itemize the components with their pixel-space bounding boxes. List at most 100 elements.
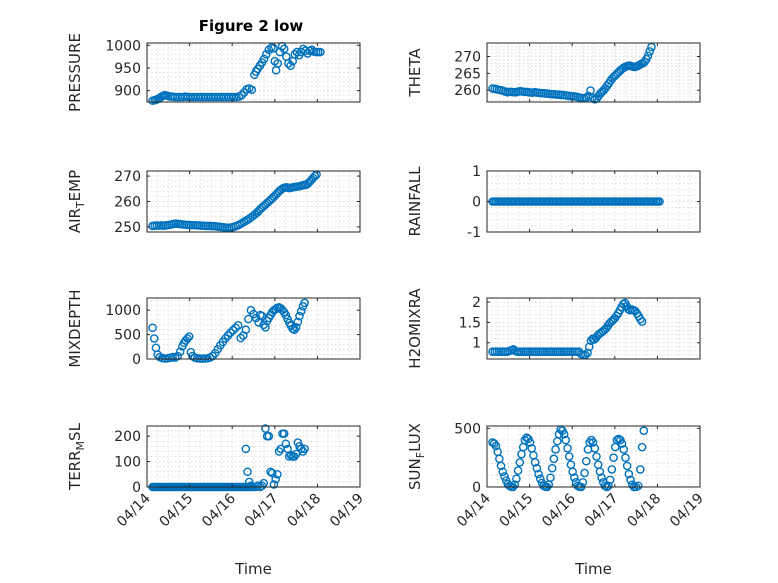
y-axis-label: H2OMIXRA (406, 288, 424, 369)
y-axis-label-subscript: T (74, 201, 87, 209)
x-tick-label: 04/17 (242, 491, 282, 531)
data-point (584, 91, 593, 101)
data-point (279, 429, 289, 438)
y-tick-label: -1 (467, 225, 481, 241)
y-tick-label: 0 (472, 480, 481, 496)
data-point (534, 469, 543, 479)
x-tick-label: 04/16 (199, 490, 239, 530)
y-tick-label: 0 (472, 195, 481, 211)
data-point (286, 61, 295, 70)
subplot-h2omixra: 1 1.5 2 H2OMIXRA (406, 288, 701, 369)
y-tick-label: 500 (454, 421, 481, 437)
data-point (231, 323, 240, 333)
data-point (633, 481, 643, 491)
y-tick-label: 1 (472, 336, 481, 352)
data-point (532, 463, 542, 473)
data-point (300, 298, 309, 308)
subplot-sun_flux: 0 500 04/14 04/15 04/16 04/17 04/18 04/19 Time SU… (406, 421, 707, 578)
data-point (645, 47, 655, 56)
y-axis-label-part: LUX (406, 423, 424, 452)
data-point (310, 171, 320, 181)
y-tick-label: 200 (114, 429, 141, 445)
y-axis-label: THETA (406, 48, 424, 98)
data-point (584, 342, 594, 352)
data-point (281, 310, 291, 320)
data-point (269, 480, 279, 489)
data-point (617, 439, 627, 448)
data-point (489, 439, 499, 448)
y-axis-label: SUNFLUX (406, 423, 427, 490)
data-point (570, 473, 579, 482)
data-point (600, 481, 610, 491)
x-tick-label: 04/14 (454, 490, 494, 530)
data-point (581, 93, 591, 102)
data-point (496, 461, 506, 471)
data-point (233, 321, 243, 330)
x-tick-label: 04/14 (114, 490, 154, 530)
y-tick-label: 265 (454, 66, 481, 82)
data-point (624, 469, 634, 479)
data-point (296, 306, 306, 316)
data-point (226, 328, 235, 337)
y-tick-label: 500 (114, 328, 141, 344)
data-point (588, 93, 597, 102)
y-tick-label: 1000 (105, 303, 141, 319)
y-tick-label: 900 (114, 84, 141, 100)
data-point (291, 322, 301, 332)
data-point (243, 467, 252, 477)
axes-box (486, 42, 701, 103)
data-point (546, 473, 555, 482)
data-point (293, 317, 303, 327)
data-point (269, 44, 278, 53)
data-point (283, 314, 292, 324)
data-point (271, 475, 280, 484)
data-point (264, 45, 274, 55)
data-point (500, 472, 509, 481)
y-tick-label: 1000 (105, 38, 141, 54)
x-tick-label: 04/15 (497, 491, 537, 531)
data-point (622, 461, 632, 471)
subplot-rainfall: -1 0 1 RAINFALL (406, 164, 701, 241)
data-point (637, 442, 647, 452)
data-point (605, 475, 615, 485)
y-tick-label: 950 (114, 61, 141, 77)
data-point (551, 445, 560, 454)
data-point (626, 475, 635, 485)
data-point (512, 474, 521, 484)
data-point (530, 458, 540, 467)
y-tick-label: 250 (114, 220, 141, 236)
y-axis-label-part: SUN (406, 458, 424, 490)
y-axis-label-subscript: F (414, 452, 427, 458)
data-point (607, 465, 617, 474)
data-point (295, 311, 304, 321)
data-point (590, 443, 600, 453)
data-point (183, 334, 192, 343)
y-tick-label: 2 (472, 295, 481, 311)
data-point (241, 325, 251, 335)
data-point (237, 90, 246, 100)
x-tick-label: 04/18 (624, 491, 664, 531)
y-axis-label-part: SL (66, 422, 84, 441)
data-point (284, 59, 293, 68)
y-axis-label: TERRMSL (66, 422, 87, 491)
data-point (549, 454, 559, 464)
data-point (173, 351, 182, 361)
data-point (621, 453, 630, 462)
data-point (184, 332, 194, 341)
y-axis-label-part: AIR (66, 208, 84, 233)
x-tick-label: 04/16 (539, 490, 579, 530)
data-point (561, 435, 571, 445)
y-tick-label: 260 (114, 195, 141, 211)
subplot-terr_msl: 0 100 200 04/14 04/15 04/16 04/17 04/18 04/19 Tim… (66, 422, 367, 578)
data-point (619, 445, 629, 454)
subplot-air_temp: 250 260 270 AIRTEMP (66, 169, 361, 236)
data-point (564, 452, 574, 461)
data-point (583, 348, 592, 358)
subplot-mixdepth: 0 500 1000 MIXDEPTH (66, 289, 361, 368)
data-point (515, 458, 525, 467)
data-point (228, 325, 238, 335)
data-point (149, 334, 159, 343)
data-point (559, 429, 569, 439)
